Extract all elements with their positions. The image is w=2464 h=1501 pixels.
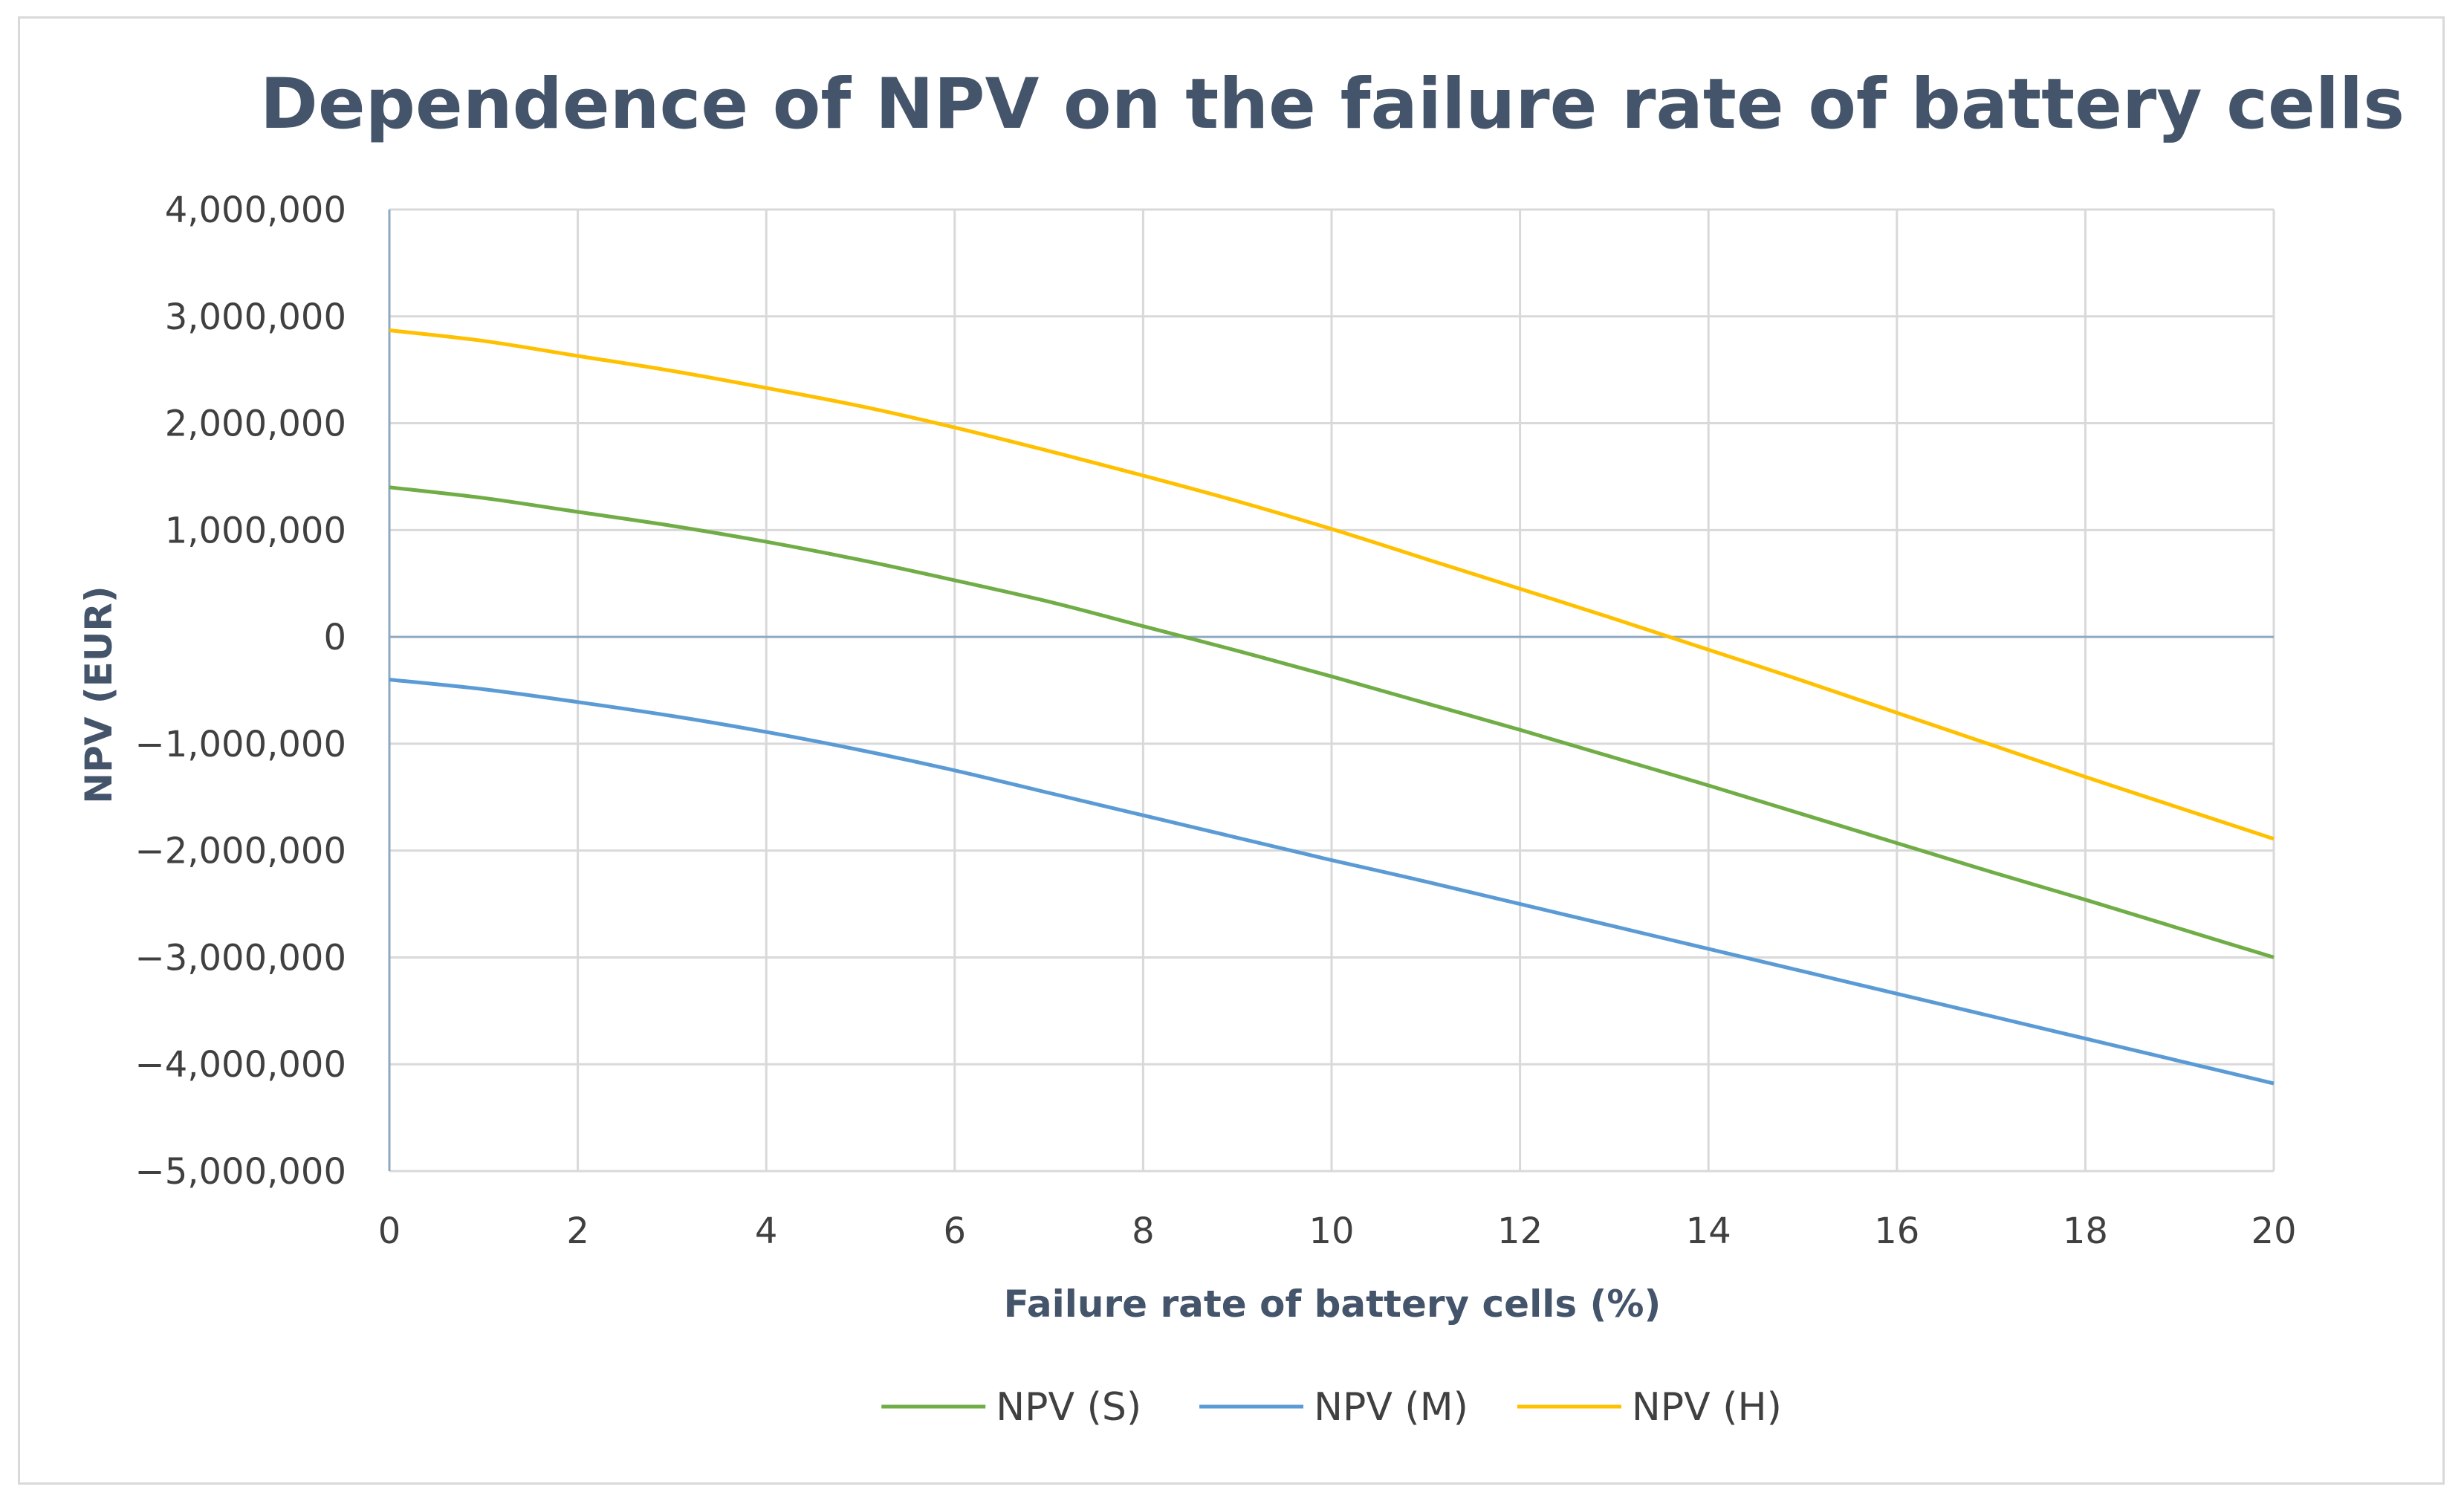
x-tick-label: 2 [566,1210,589,1252]
series-line-npv-m [389,678,2275,1086]
y-tick-label: −3,000,000 [134,937,346,979]
axes [388,210,2274,1171]
legend-label-npv-s: NPV (S) [996,1385,1141,1430]
x-tick-label: 12 [1497,1210,1543,1252]
series-lines [389,328,2275,1086]
series-line-npv-s [389,485,2275,959]
y-tick-label: 2,000,000 [165,403,346,445]
chart-frame [18,16,2445,1485]
legend-label-npv-h: NPV (H) [1632,1385,1782,1430]
y-tick-label: 4,000,000 [165,189,346,231]
chart-title: Dependence of NPV on the failure rate of… [260,64,2405,145]
x-tick-label: 14 [1686,1210,1731,1252]
legend: NPV (S) NPV (M) NPV (H) [881,1385,1782,1430]
series-line-npv-h [389,328,2275,841]
x-tick-label: 10 [1309,1210,1354,1252]
x-tick-label: 6 [944,1210,967,1252]
x-tick-label: 4 [755,1210,778,1252]
x-tick-label: 18 [2063,1210,2108,1252]
y-tick-label: −1,000,000 [134,724,346,765]
y-axis-title: NPV (EUR) [77,586,120,804]
gridlines [389,208,2275,1173]
y-tick-label: −5,000,000 [134,1151,346,1193]
y-tick-label: 1,000,000 [165,510,346,551]
y-tick-label: −4,000,000 [134,1044,346,1086]
tick-labels: 4,000,000 3,000,000 2,000,000 1,000,000 0 −1,… [134,189,2296,1252]
y-tick-label: 0 [323,617,346,658]
x-tick-label: 16 [1874,1210,1919,1252]
legend-label-npv-m: NPV (M) [1314,1385,1468,1430]
x-tick-label: 8 [1132,1210,1155,1252]
y-tick-label: 3,000,000 [165,296,346,338]
x-tick-label: 20 [2251,1210,2296,1252]
x-axis-title: Failure rate of battery cells (%) [1004,1283,1661,1326]
x-tick-label: 0 [378,1210,401,1252]
y-tick-label: −2,000,000 [134,831,346,872]
